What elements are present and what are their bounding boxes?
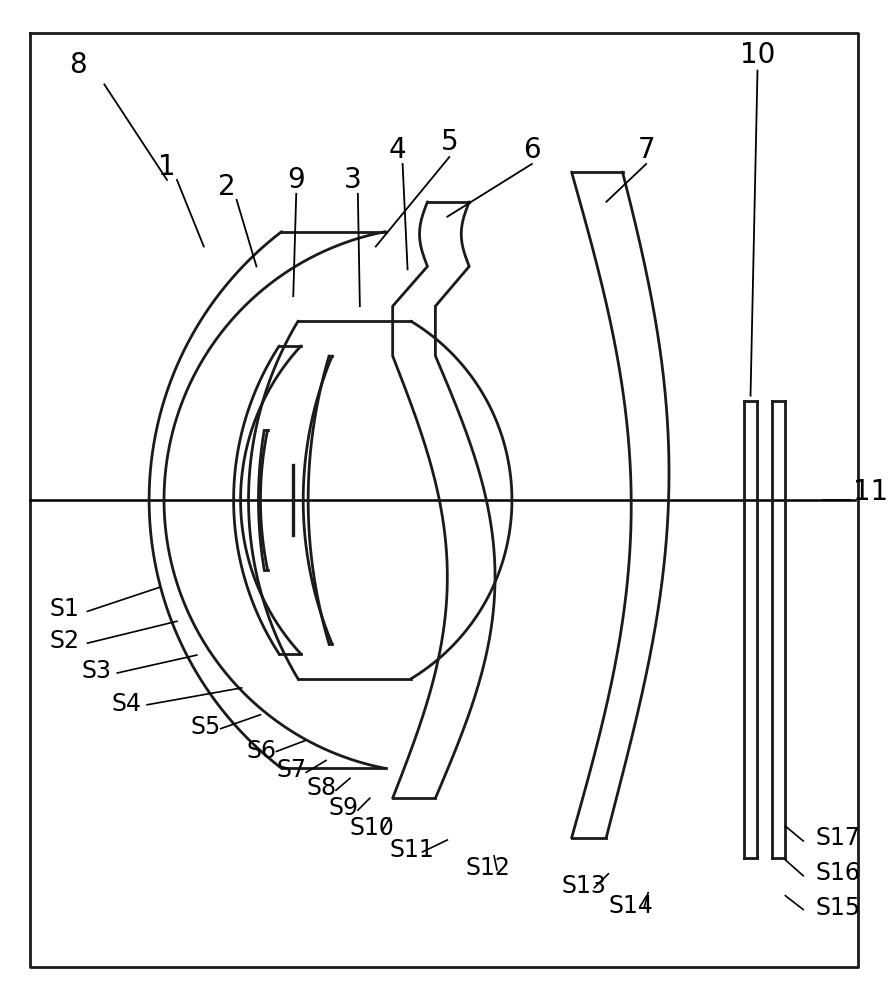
Text: S12: S12 [465, 856, 510, 880]
Text: 8: 8 [69, 51, 87, 79]
Text: 1: 1 [158, 153, 176, 181]
Text: S11: S11 [390, 838, 434, 862]
Text: S17: S17 [815, 826, 860, 850]
Text: 3: 3 [344, 166, 362, 194]
Text: S15: S15 [815, 896, 860, 920]
Text: S3: S3 [81, 659, 112, 683]
Text: S14: S14 [609, 894, 654, 918]
Text: S2: S2 [50, 629, 80, 653]
Text: 9: 9 [287, 166, 305, 194]
Text: S16: S16 [815, 861, 860, 885]
Text: S10: S10 [350, 816, 395, 840]
Text: 4: 4 [389, 136, 407, 164]
Text: S7: S7 [276, 758, 307, 782]
Text: S4: S4 [112, 692, 141, 716]
Text: S8: S8 [306, 776, 336, 800]
Text: 2: 2 [218, 173, 235, 201]
Text: S6: S6 [247, 739, 276, 763]
Text: 7: 7 [637, 136, 655, 164]
Text: 11: 11 [853, 478, 888, 506]
Text: S1: S1 [50, 597, 80, 621]
Text: 6: 6 [523, 136, 541, 164]
Text: 5: 5 [441, 128, 458, 156]
Text: S5: S5 [190, 715, 221, 739]
Text: S9: S9 [328, 796, 358, 820]
Text: S13: S13 [561, 874, 606, 898]
Text: 10: 10 [740, 41, 775, 69]
